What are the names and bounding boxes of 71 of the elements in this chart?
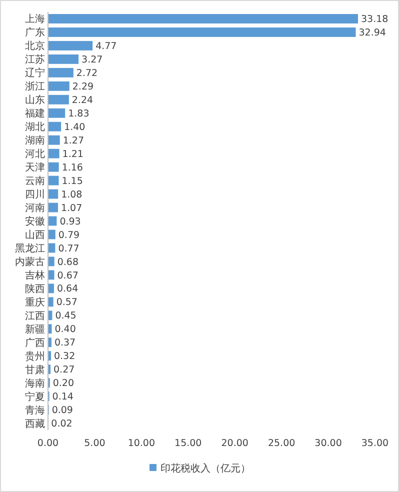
data-label: 1.21 <box>62 148 84 160</box>
data-label: 2.24 <box>72 94 94 106</box>
data-label: 1.07 <box>60 202 82 214</box>
y-tick-label: 湖南 <box>25 134 45 147</box>
y-tick-label: 青海 <box>25 404 45 416</box>
y-tick-label: 北京 <box>25 40 45 52</box>
y-tick-label: 西藏 <box>25 418 45 430</box>
x-tick-label: 15.00 <box>174 438 202 449</box>
data-label: 0.02 <box>51 418 72 430</box>
x-tick-label: 30.00 <box>314 438 342 449</box>
data-label: 33.18 <box>360 14 388 26</box>
data-label: 0.45 <box>55 310 76 322</box>
y-tick-label: 安徽 <box>25 216 45 228</box>
y-tick-label: 辽宁 <box>25 67 45 80</box>
y-tick-label: 上海 <box>25 13 45 26</box>
data-label: 2.29 <box>72 81 94 92</box>
data-label: 0.09 <box>52 405 73 416</box>
x-tick-label: 0.00 <box>37 438 59 449</box>
data-label: 4.77 <box>96 41 117 52</box>
y-tick-label: 河南 <box>25 202 45 214</box>
y-tick-label: 吉林 <box>25 269 45 282</box>
y-tick-label: 天津 <box>25 162 45 174</box>
y-tick-label: 黑龙江 <box>15 242 45 254</box>
y-tick-label: 湖北 <box>25 121 45 134</box>
x-tick-label: 10.00 <box>128 438 156 449</box>
data-label: 0.68 <box>57 256 79 268</box>
data-label: 2.72 <box>76 68 98 79</box>
y-tick-label: 江西 <box>25 310 45 322</box>
y-tick-label: 贵州 <box>25 350 45 362</box>
data-label: 0.14 <box>52 392 74 403</box>
y-tick-label: 山西 <box>25 228 45 241</box>
data-label: 0.27 <box>54 364 75 376</box>
y-tick-label: 重庆 <box>25 296 45 308</box>
data-label: 0.37 <box>54 338 76 349</box>
y-tick-label: 山东 <box>25 94 45 106</box>
data-label: 0.32 <box>54 351 76 362</box>
y-tick-label: 甘肃 <box>25 364 45 376</box>
y-tick-label: 四川 <box>25 188 45 201</box>
y-tick-label: 河北 <box>25 148 45 160</box>
data-label: 1.40 <box>64 122 86 133</box>
data-label: 1.15 <box>62 176 83 187</box>
data-label: 32.94 <box>358 28 386 39</box>
data-label: 0.67 <box>57 270 78 282</box>
data-label: 0.79 <box>58 230 80 241</box>
data-label: 0.93 <box>60 216 81 228</box>
data-label: 3.27 <box>82 54 103 66</box>
data-label: 0.20 <box>52 378 74 390</box>
data-label: 1.08 <box>61 189 82 200</box>
y-tick-label: 云南 <box>25 175 45 188</box>
y-tick-label: 广东 <box>25 26 45 39</box>
legend-label: 印花税收入（亿元） <box>160 462 250 474</box>
x-tick-label: 20.00 <box>221 438 248 449</box>
y-tick-label: 广西 <box>25 336 45 349</box>
y-tick-label: 陕西 <box>25 282 45 295</box>
y-tick-label: 宁夏 <box>25 390 45 403</box>
y-tick-label: 海南 <box>25 377 45 390</box>
x-tick-label: 25.00 <box>268 438 296 449</box>
y-tick-label: 内蒙古 <box>15 256 45 268</box>
x-tick-label: 5.00 <box>84 438 106 449</box>
data-label: 0.64 <box>56 284 78 295</box>
y-tick-label: 福建 <box>25 108 45 120</box>
data-label: 1.27 <box>62 135 84 146</box>
y-tick-label: 浙江 <box>25 80 45 93</box>
y-tick-label: 江苏 <box>25 54 45 66</box>
data-label: 0.57 <box>56 297 78 308</box>
data-label: 1.16 <box>62 162 83 174</box>
x-tick-label: 35.00 <box>361 438 389 449</box>
data-label: 0.40 <box>54 324 76 336</box>
y-tick-label: 新疆 <box>25 323 45 336</box>
data-label: 0.77 <box>58 243 80 254</box>
data-label: 1.83 <box>68 108 90 120</box>
